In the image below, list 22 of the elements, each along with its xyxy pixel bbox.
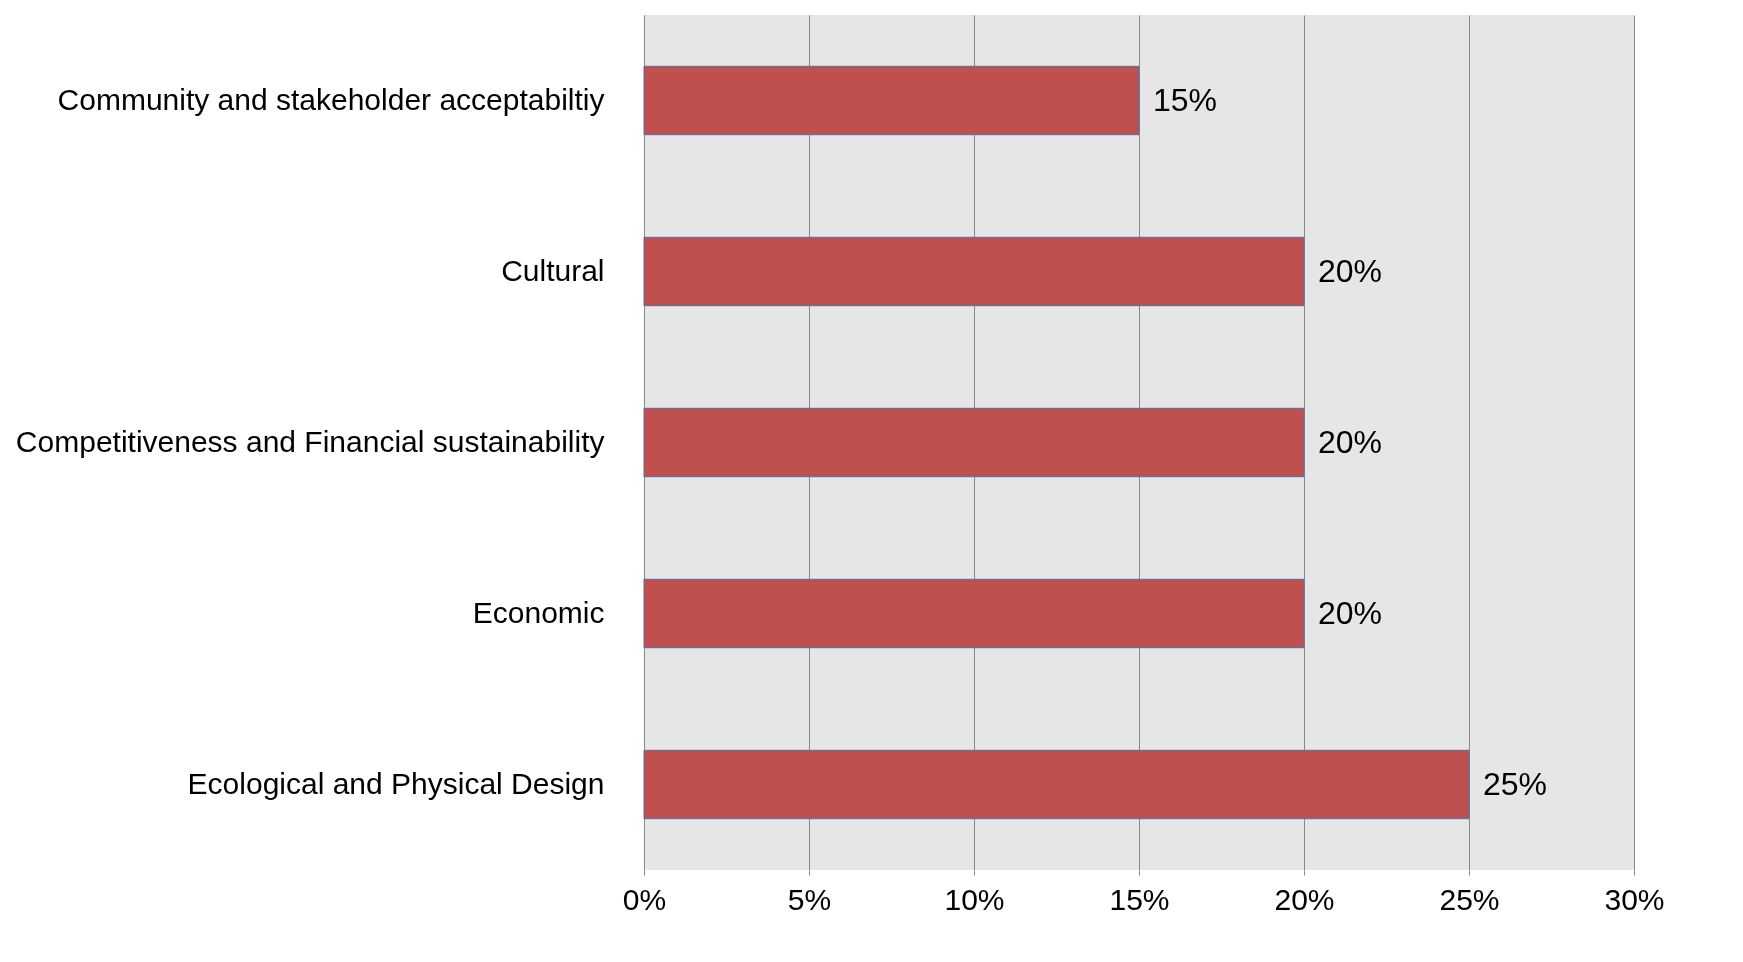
x-tick-label: 15% <box>1109 882 1170 916</box>
bar <box>643 578 1305 649</box>
x-tick-label: 20% <box>1274 882 1335 916</box>
y-tick-label: Ecological and Physical Design <box>187 766 605 800</box>
x-tick-label: 5% <box>787 882 832 916</box>
x-tick-label: 10% <box>944 882 1005 916</box>
y-tick-label: Community and stakeholder acceptabiltiy <box>57 82 605 116</box>
text: 15% <box>1153 81 1218 118</box>
x-tick-label: 0% <box>622 882 667 916</box>
bar <box>643 236 1305 307</box>
x-tick-label: 25% <box>1439 882 1500 916</box>
bar <box>643 407 1305 478</box>
text: 20% <box>1318 594 1383 631</box>
x-tick-label: 30% <box>1604 882 1665 916</box>
text: 20% <box>1318 423 1383 460</box>
bar <box>643 749 1470 820</box>
text: 25% <box>1483 765 1548 802</box>
bar <box>643 65 1140 136</box>
text: 20% <box>1318 252 1383 289</box>
y-tick-label: Competitiveness and Financial sustainability <box>15 424 605 458</box>
y-tick-label: Cultural <box>501 253 605 287</box>
y-tick-label: Economic <box>472 595 605 629</box>
